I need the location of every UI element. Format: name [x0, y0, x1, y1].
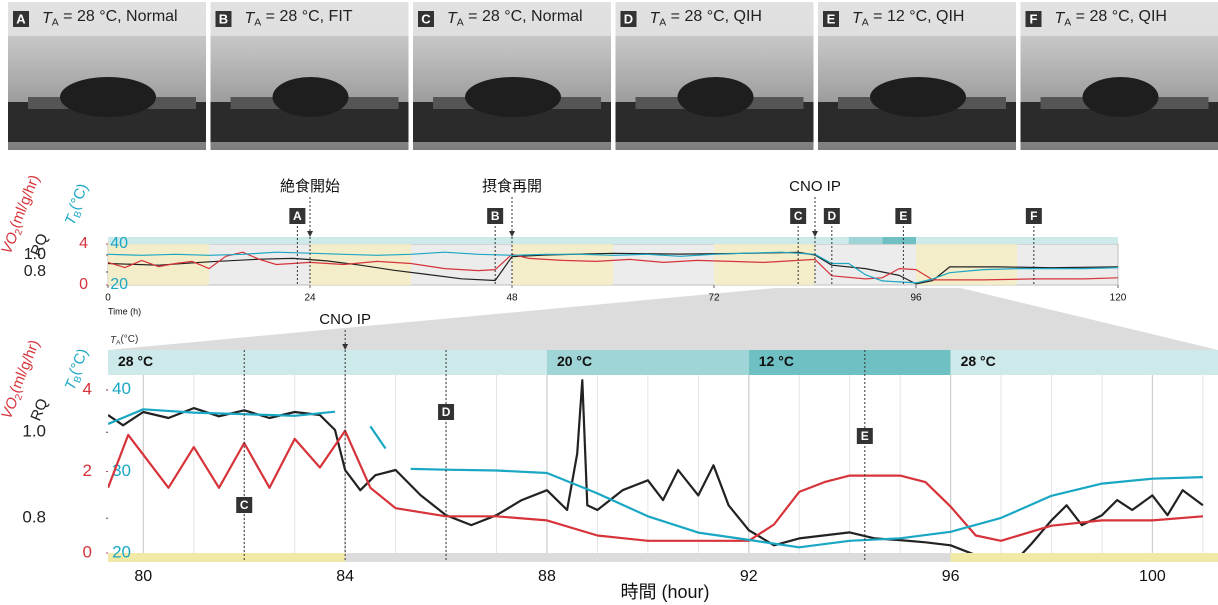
label-sub: A [659, 17, 666, 28]
event-arrow [307, 231, 313, 237]
ta-band [108, 237, 849, 244]
x-tick-label: 72 [708, 293, 720, 304]
ta-band-label: 28 °C [118, 353, 153, 369]
photo-panel: FTA = 28 °C, QIH [1021, 2, 1218, 150]
photo-panel: BTA = 28 °C, FIT [211, 2, 409, 150]
x-axis-label: 時間 (hour) [620, 582, 709, 602]
event-marker: D [442, 405, 451, 419]
event-arrow [509, 231, 515, 237]
x-tick-label: 80 [134, 568, 152, 585]
chart: 28 °C 20 °C 12 °C 28 °C TA(°C) 80 84 88 92 96 100 時… [0, 311, 1218, 602]
event-label: CNO IP [789, 178, 841, 195]
y3-axis-title: RQ [27, 396, 51, 423]
x-axis-label: Time (h) [108, 306, 141, 316]
event-marker: C [794, 209, 803, 223]
event-marker: C [240, 498, 249, 512]
x-tick-label: 84 [336, 568, 354, 585]
y-tick-label: 40 [112, 379, 131, 398]
event-marker: D [827, 209, 836, 223]
y3-axis-title: RQ [27, 231, 51, 258]
event-marker: E [861, 429, 869, 443]
photo-letter: E [827, 11, 836, 26]
figure: ATA = 28 °C, NormalBTA = 28 °C, FITCTA =… [0, 0, 1218, 605]
event-marker: E [899, 209, 907, 223]
label-text: = 28 °C, QIH [666, 8, 762, 25]
ta-band-label: 20 °C [557, 353, 592, 369]
photo-letter: C [421, 11, 431, 26]
y-tick-label: 0 [79, 276, 88, 293]
ta-band [882, 237, 916, 244]
y-tick-label: 4 [79, 235, 88, 252]
event-marker: F [1030, 209, 1037, 223]
zoom-connector [108, 288, 1218, 350]
event-marker: A [293, 209, 302, 223]
label-text: = 28 °C, FIT [261, 8, 353, 25]
y-tick-label: 0.8 [22, 508, 46, 527]
label-text: = 28 °C, Normal [464, 8, 583, 25]
ta-band [916, 237, 1118, 244]
mouse [678, 77, 754, 117]
x-tick-label: 96 [910, 293, 922, 304]
label-text: = 28 °C, QIH [1071, 8, 1167, 25]
x-tick-label: 96 [942, 568, 960, 585]
page: { "photos": [ {"letter": "A", "var": "T"… [0, 0, 1218, 605]
x-tick-label: 100 [1139, 568, 1166, 585]
y-tick-label: 0.8 [24, 263, 46, 280]
y-tick-label: 1.0 [22, 422, 46, 441]
y-tick-label: 40 [110, 235, 128, 252]
mouse [465, 77, 561, 117]
label-sub: A [254, 17, 261, 28]
event-label: 絶食開始 [280, 178, 340, 195]
label-unit: (ml/g/hr) [7, 172, 44, 230]
event-label: CNO IP [319, 311, 371, 328]
photo-letter: F [1030, 11, 1038, 26]
label-sub: A [862, 17, 869, 28]
x-tick-label: 88 [538, 568, 556, 585]
light-band [310, 244, 411, 285]
light-band [108, 553, 345, 562]
ta-axis-label: TA(°C) [110, 333, 138, 346]
label-unit: (°C) [120, 333, 138, 344]
ta-band [849, 237, 883, 244]
mouse [1083, 77, 1159, 117]
y-tick-label: 0 [83, 542, 92, 561]
ta-band-label: 12 °C [759, 353, 794, 369]
event-arrow [812, 231, 818, 237]
x-tick-label: 0 [105, 293, 111, 304]
light-band [512, 244, 613, 285]
ta-band-label: 28 °C [961, 353, 996, 369]
y-tick-label: 20 [112, 542, 131, 561]
photo-letter: D [624, 11, 633, 26]
mouse [273, 77, 349, 117]
x-tick-label: 92 [740, 568, 758, 585]
event-label: 摂食再開 [482, 178, 542, 195]
label-text: = 12 °C, QIH [869, 8, 965, 25]
y-tick-label: 2 [83, 461, 92, 480]
label-sub: A [52, 17, 59, 28]
photo-letter: B [219, 11, 228, 26]
label-unit: (°C) [66, 346, 92, 377]
x-tick-label: 24 [304, 293, 316, 304]
y-axis-title: TB(°C) [60, 181, 94, 228]
x-tick-label: 48 [506, 293, 518, 304]
label-sub: A [457, 17, 464, 28]
x-tick-label: 120 [1110, 293, 1127, 304]
event-marker: B [491, 209, 500, 223]
mouse [60, 77, 156, 117]
y-tick-label: 20 [110, 276, 128, 293]
light-band [714, 244, 815, 285]
photo-panel: ATA = 28 °C, Normal [8, 2, 206, 150]
label-text: = 28 °C, Normal [59, 8, 178, 25]
light-band [951, 553, 1218, 562]
label-sub: A [1064, 17, 1071, 28]
mouse [870, 77, 966, 117]
y-tick-label: 4 [83, 380, 92, 399]
label-unit: (°C) [66, 181, 92, 212]
label-unit: (ml/g/hr) [7, 337, 44, 395]
photo-letter: A [16, 11, 26, 26]
ta-band [108, 350, 547, 375]
